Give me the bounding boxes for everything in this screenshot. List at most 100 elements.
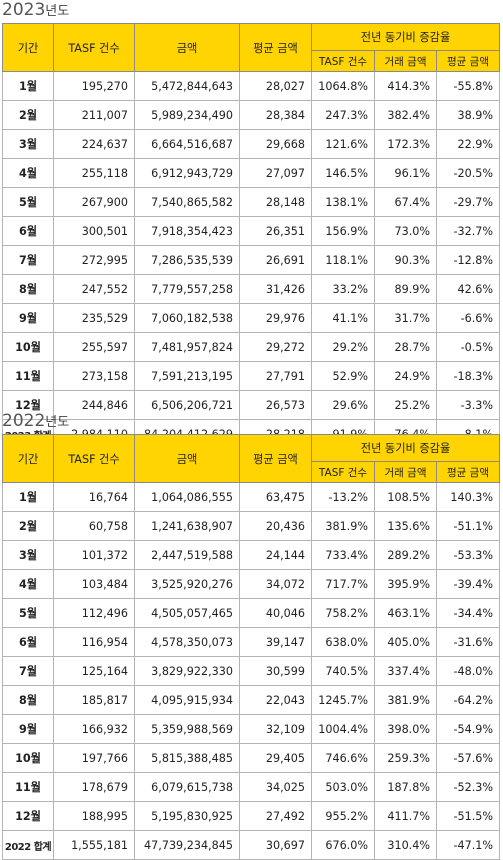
row-label: 11월: [2, 772, 54, 802]
total-yoy-amount: 310.4%: [374, 830, 437, 860]
cell-avg: 29,668: [239, 129, 312, 159]
col-header-yoy-amount: 거래 금액: [374, 50, 437, 72]
row-label: 12월: [2, 390, 54, 420]
row-label: 8월: [2, 274, 54, 304]
row-label: 7월: [2, 656, 54, 686]
cell-tasf: 255,118: [53, 158, 135, 188]
cell-yoy-amount: 135.6%: [374, 511, 437, 541]
cell-yoy-amount: 398.0%: [374, 714, 437, 744]
cell-yoy-tasf: 247.3%: [311, 100, 375, 130]
cell-yoy-tasf: 1004.4%: [311, 714, 375, 744]
row-label: 5월: [2, 598, 54, 628]
col-header-yoy-tasf: TASF 건수: [311, 50, 375, 72]
cell-amount: 7,060,182,538: [134, 303, 240, 333]
cell-yoy-avg: -31.6%: [435, 627, 501, 657]
cell-avg: 29,272: [239, 332, 312, 362]
cell-tasf: 125,164: [53, 656, 135, 686]
cell-yoy-avg: -12.8%: [435, 245, 501, 275]
cell-avg: 27,492: [239, 801, 312, 831]
cell-yoy-tasf: -13.2%: [311, 482, 375, 512]
table-row: 8월 247,552 7,779,557,258 31,426 33.2% 89…: [2, 274, 501, 304]
cell-yoy-avg: -53.3%: [435, 540, 501, 570]
cell-avg: 39,147: [239, 627, 312, 657]
table-row: 10월 255,597 7,481,957,824 29,272 29.2% 2…: [2, 332, 501, 362]
row-label: 4월: [2, 569, 54, 599]
table-row: 10월 197,766 5,815,388,485 29,405 746.6% …: [2, 743, 501, 773]
table-row: 12월 188,995 5,195,830,925 27,492 955.2% …: [2, 801, 501, 831]
cell-yoy-avg: -34.4%: [435, 598, 501, 628]
cell-avg: 31,426: [239, 274, 312, 304]
cell-amount: 1,241,638,907: [134, 511, 240, 541]
row-label: 6월: [2, 216, 54, 246]
table-row: 1월 16,764 1,064,086,555 63,475 -13.2% 10…: [2, 482, 501, 512]
cell-yoy-amount: 108.5%: [374, 482, 437, 512]
cell-tasf: 224,637: [53, 129, 135, 159]
cell-yoy-tasf: 758.2%: [311, 598, 375, 628]
col-header-amount: 금액: [134, 23, 240, 72]
cell-yoy-amount: 289.2%: [374, 540, 437, 570]
row-label: 8월: [2, 685, 54, 715]
cell-yoy-avg: -6.6%: [435, 303, 501, 333]
row-label: 6월: [2, 627, 54, 657]
cell-yoy-amount: 28.7%: [374, 332, 437, 362]
cell-yoy-avg: 42.6%: [435, 274, 501, 304]
cell-yoy-amount: 411.7%: [374, 801, 437, 831]
cell-amount: 5,989,234,490: [134, 100, 240, 130]
table-row: 6월 116,954 4,578,350,073 39,147 638.0% 4…: [2, 627, 501, 657]
cell-yoy-avg: -57.6%: [435, 743, 501, 773]
cell-avg: 34,072: [239, 569, 312, 599]
row-label: 2월: [2, 511, 54, 541]
cell-amount: 7,540,865,582: [134, 187, 240, 217]
year-2022: 2022: [2, 411, 46, 431]
cell-avg: 30,599: [239, 656, 312, 686]
table-row: 3월 224,637 6,664,516,687 29,668 121.6% 1…: [2, 129, 501, 159]
cell-yoy-avg: -29.7%: [435, 187, 501, 217]
col-header-avg: 평균 금액: [239, 23, 312, 72]
row-label: 9월: [2, 714, 54, 744]
cell-yoy-avg: -18.3%: [435, 361, 501, 391]
cell-yoy-tasf: 121.6%: [311, 129, 375, 159]
section-title-2022: 2022년도: [2, 411, 69, 431]
cell-amount: 4,578,350,073: [134, 627, 240, 657]
stats-table-2022: 기간 TASF 건수 금액 평균 금액 전년 동기비 증감율 TASF 건수 거…: [2, 434, 501, 860]
col-header-yoy: 전년 동기비 증감율: [310, 23, 501, 51]
col-header-yoy-amount: 거래 금액: [374, 461, 437, 483]
cell-amount: 6,506,206,721: [134, 390, 240, 420]
col-header-avg: 평균 금액: [239, 434, 312, 483]
cell-amount: 7,481,957,824: [134, 332, 240, 362]
col-header-yoy-tasf: TASF 건수: [311, 461, 375, 483]
total-avg: 30,697: [239, 830, 312, 860]
cell-avg: 34,025: [239, 772, 312, 802]
row-label: 7월: [2, 245, 54, 275]
cell-avg: 28,148: [239, 187, 312, 217]
row-label: 10월: [2, 743, 54, 773]
cell-avg: 27,097: [239, 158, 312, 188]
cell-yoy-tasf: 638.0%: [311, 627, 375, 657]
cell-tasf: 195,270: [53, 71, 135, 101]
cell-amount: 3,829,922,330: [134, 656, 240, 686]
cell-yoy-amount: 187.8%: [374, 772, 437, 802]
row-label: 10월: [2, 332, 54, 362]
cell-yoy-amount: 414.3%: [374, 71, 437, 101]
row-label: 3월: [2, 540, 54, 570]
cell-tasf: 16,764: [53, 482, 135, 512]
cell-yoy-amount: 96.1%: [374, 158, 437, 188]
cell-yoy-tasf: 733.4%: [311, 540, 375, 570]
cell-yoy-avg: 38.9%: [435, 100, 501, 130]
cell-yoy-amount: 395.9%: [374, 569, 437, 599]
cell-tasf: 101,372: [53, 540, 135, 570]
cell-yoy-amount: 463.1%: [374, 598, 437, 628]
cell-tasf: 211,007: [53, 100, 135, 130]
col-header-amount: 금액: [134, 434, 240, 483]
cell-tasf: 272,995: [53, 245, 135, 275]
total-yoy-avg: -47.1%: [435, 830, 501, 860]
col-header-tasf: TASF 건수: [53, 23, 135, 72]
table-row: 11월 178,679 6,079,615,738 34,025 503.0% …: [2, 772, 501, 802]
cell-yoy-avg: -20.5%: [435, 158, 501, 188]
cell-yoy-avg: -52.3%: [435, 772, 501, 802]
cell-yoy-tasf: 41.1%: [311, 303, 375, 333]
cell-yoy-avg: -54.9%: [435, 714, 501, 744]
cell-yoy-avg: 140.3%: [435, 482, 501, 512]
cell-avg: 29,976: [239, 303, 312, 333]
col-header-tasf: TASF 건수: [53, 434, 135, 483]
